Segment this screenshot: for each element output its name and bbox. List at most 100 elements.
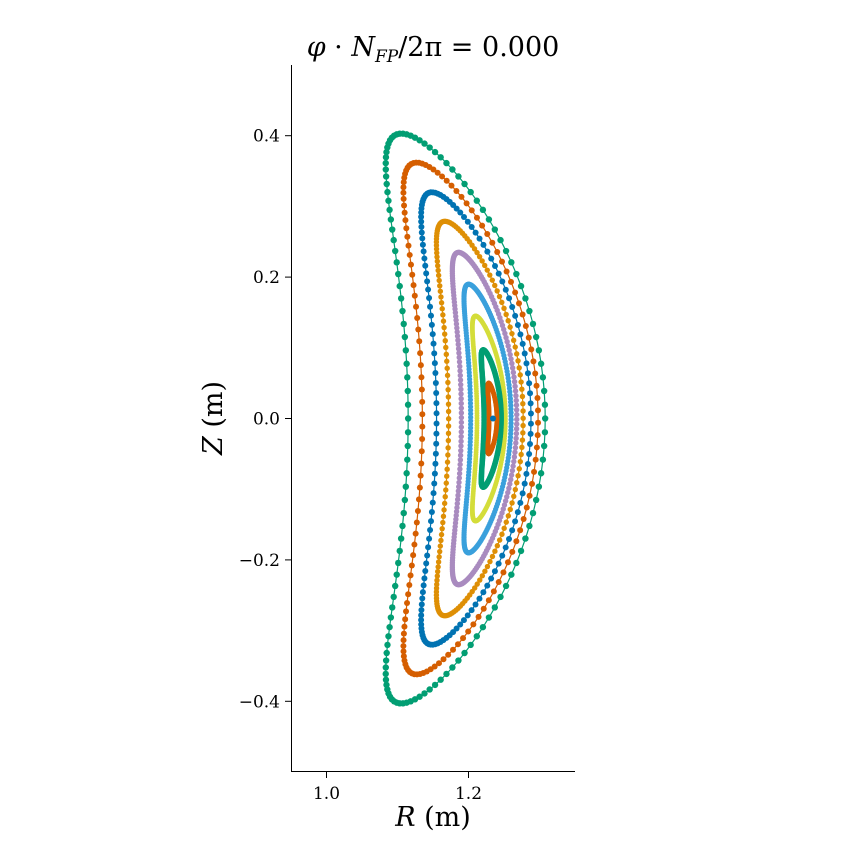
flux-surface xyxy=(449,249,520,588)
poincare-point xyxy=(517,547,525,555)
poincare-point xyxy=(384,188,391,196)
poincare-point xyxy=(508,472,515,478)
y-tick-label: 0.0 xyxy=(253,410,280,430)
poincare-point xyxy=(438,300,445,306)
poincare-point xyxy=(460,635,467,642)
poincare-point xyxy=(444,459,451,465)
poincare-point xyxy=(527,440,534,447)
poincare-point xyxy=(505,318,511,324)
poincare-point xyxy=(514,416,520,423)
poincare-point xyxy=(535,419,542,426)
poincare-point xyxy=(497,593,504,601)
poincare-point xyxy=(530,358,537,365)
poincare-point xyxy=(458,386,464,393)
poincare-point xyxy=(476,235,483,242)
poincare-point xyxy=(418,209,425,216)
x-axis-label-unit: (m) xyxy=(416,802,471,833)
poincare-point xyxy=(450,646,457,653)
poincare-point xyxy=(534,407,541,414)
poincare-point xyxy=(399,307,406,315)
poincare-point xyxy=(423,270,430,277)
poincare-point xyxy=(443,159,450,167)
poincare-point xyxy=(457,457,464,463)
poincare-point xyxy=(512,344,518,350)
poincare-point xyxy=(431,350,438,357)
poincare-point xyxy=(534,432,541,439)
poincare-point xyxy=(440,519,446,526)
poincare-point xyxy=(404,429,412,436)
poincare-point xyxy=(469,242,475,248)
poincare-point xyxy=(441,500,448,507)
poincare-point xyxy=(508,356,514,362)
poincare-point xyxy=(482,568,488,574)
poincare-point xyxy=(382,676,390,683)
poincare-point xyxy=(382,154,390,161)
flux-surface xyxy=(382,130,549,707)
poincare-point xyxy=(507,506,513,513)
poincare-point xyxy=(509,548,516,555)
poincare-point xyxy=(445,394,452,400)
poincare-point xyxy=(404,401,412,408)
poincare-point xyxy=(513,440,519,446)
poincare-point xyxy=(463,200,470,207)
poincare-point xyxy=(523,504,530,511)
poincare-point xyxy=(382,670,389,678)
poincare-point xyxy=(527,400,534,407)
poincare-point xyxy=(426,295,433,302)
poincare-point xyxy=(467,188,474,196)
poincare-point xyxy=(431,148,439,156)
title-n: N xyxy=(350,32,376,63)
poincare-point xyxy=(513,270,520,278)
poincare-point xyxy=(443,670,450,678)
poincare-point xyxy=(520,415,526,421)
poincare-point xyxy=(424,552,431,559)
poincare-point xyxy=(532,456,539,463)
poincare-point xyxy=(479,222,486,229)
poincare-point xyxy=(445,408,452,415)
y-tick-label: −0.4 xyxy=(239,692,280,712)
poincare-point xyxy=(496,293,503,300)
poincare-point xyxy=(441,507,447,513)
poincare-point xyxy=(475,613,482,620)
poincare-point xyxy=(419,241,426,248)
poincare-point xyxy=(438,531,445,538)
poincare-point xyxy=(386,623,393,631)
poincare-point xyxy=(432,379,439,386)
poincare-point xyxy=(418,601,425,608)
poincare-point xyxy=(520,408,526,414)
poincare-point xyxy=(395,270,402,278)
poincare-point xyxy=(513,559,520,567)
poincare-point xyxy=(404,233,411,240)
poincare-point xyxy=(527,420,534,427)
poincare-point xyxy=(415,326,422,333)
poincare-point xyxy=(417,350,424,357)
poincare-point xyxy=(521,350,528,357)
poincare-point xyxy=(539,456,547,463)
poincare-point xyxy=(433,246,440,252)
poincare-point xyxy=(492,548,498,554)
poincare-point xyxy=(437,543,444,549)
poincare-point xyxy=(484,248,491,255)
flux-surface xyxy=(400,159,542,678)
poincare-point xyxy=(393,571,400,578)
poincare-point xyxy=(527,410,534,417)
poincare-point xyxy=(387,216,395,223)
poincare-point xyxy=(454,333,461,339)
poincare-point xyxy=(485,216,493,223)
poincare-point xyxy=(402,616,409,623)
poincare-point xyxy=(479,258,485,264)
poincare-point xyxy=(433,430,440,437)
poincare-point xyxy=(490,588,497,595)
poincare-point xyxy=(443,487,449,493)
poincare-point xyxy=(501,502,508,508)
poincare-point xyxy=(461,649,468,657)
poincare-point xyxy=(382,173,390,180)
poincare-point xyxy=(480,241,487,248)
poincare-point xyxy=(445,430,452,436)
poincare-point xyxy=(458,433,464,440)
poincare-point xyxy=(454,504,460,511)
poincare-point xyxy=(410,552,417,559)
poincare-point xyxy=(427,312,434,319)
poincare-point xyxy=(435,263,441,269)
poincare-point xyxy=(410,282,417,289)
